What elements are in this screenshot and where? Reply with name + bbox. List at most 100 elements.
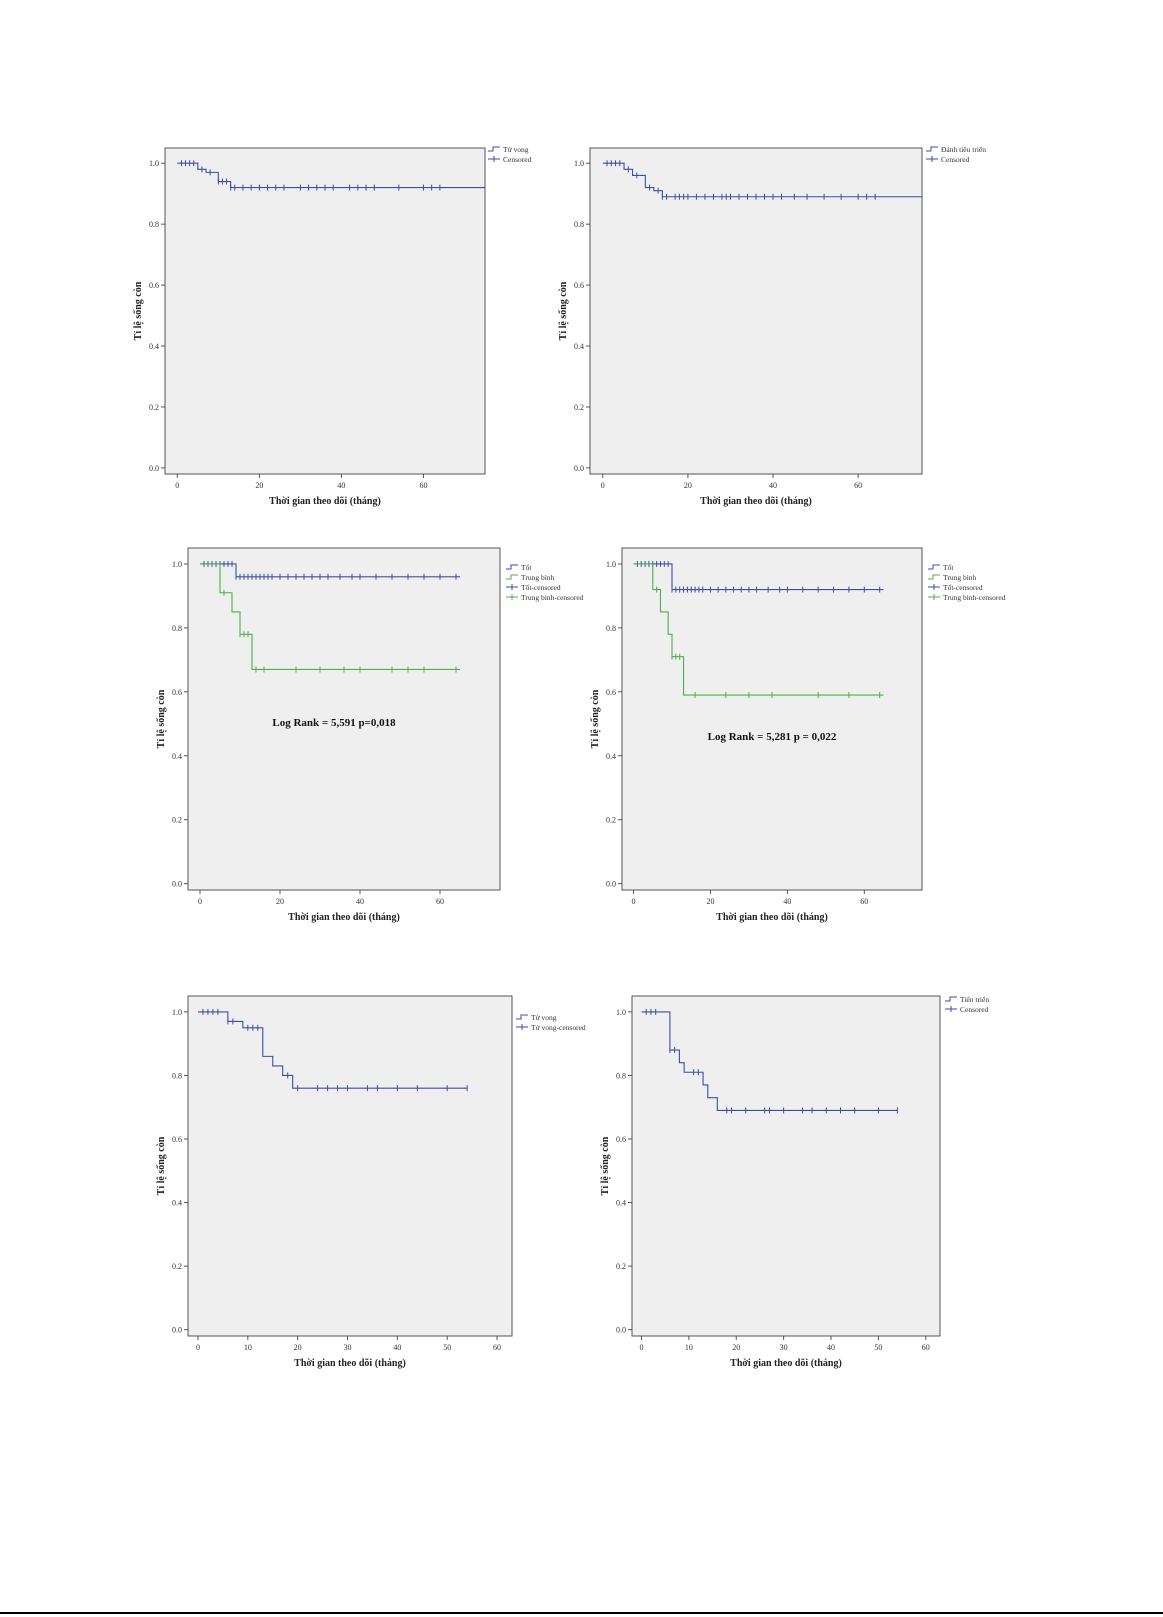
y-tick-label: 0.6: [616, 1135, 626, 1144]
x-tick-label: 20: [255, 481, 263, 490]
y-tick-label: 0.0: [172, 1326, 182, 1335]
x-axis-label: Thời gian theo dõi (tháng): [288, 912, 400, 923]
y-tick-label: 0.2: [172, 1262, 182, 1271]
legend-label: Tử vong: [503, 145, 529, 154]
x-tick-label: 20: [294, 1343, 302, 1352]
y-tick-label: 1.0: [149, 159, 159, 168]
y-tick-label: 0.2: [616, 1262, 626, 1271]
y-tick-label: 1.0: [172, 560, 182, 569]
page-bottom-rule: [0, 1612, 1163, 1614]
y-tick-label: 1.0: [606, 560, 616, 569]
x-tick-label: 40: [356, 897, 364, 906]
y-tick-label: 0.2: [574, 403, 584, 412]
x-tick-label: 20: [684, 481, 692, 490]
y-tick-label: 1.0: [172, 1008, 182, 1017]
survival-curve-2: [633, 563, 884, 696]
x-tick-label: 60: [436, 897, 444, 906]
y-tick-label: 0.6: [172, 1135, 182, 1144]
x-tick-label: 0: [196, 1343, 200, 1352]
y-tick-label: 1.0: [616, 1008, 626, 1017]
legend-label: Tử vong: [531, 1013, 557, 1022]
legend-label: Tốt-censored: [521, 583, 561, 592]
x-tick-label: 60: [860, 897, 868, 906]
legend-swatch: [506, 574, 518, 580]
x-tick-label: 30: [344, 1343, 352, 1352]
legend-label: Tử vong-censored: [531, 1023, 586, 1032]
x-axis-label: Thời gian theo dõi (tháng): [730, 1358, 842, 1369]
y-tick-label: 0.0: [172, 880, 182, 889]
legend-label: Tốt: [521, 563, 532, 572]
y-tick-label: 0.2: [172, 816, 182, 825]
y-tick-label: 0.4: [149, 342, 159, 351]
plot-area: [187, 995, 513, 1337]
x-tick-label: 40: [337, 481, 345, 490]
y-tick-label: 0.0: [574, 464, 584, 473]
x-tick-label: 0: [175, 481, 179, 490]
y-tick-label: 0.4: [172, 752, 182, 761]
y-tick-label: 0.8: [172, 624, 182, 633]
y-tick-label: 0.8: [606, 624, 616, 633]
x-axis-label: Thời gian theo dõi (tháng): [294, 1358, 406, 1369]
y-tick-label: 0.8: [616, 1071, 626, 1080]
survival-curve-1: [602, 162, 922, 198]
legend-swatch: [516, 1014, 528, 1020]
x-tick-label: 0: [639, 1343, 643, 1352]
x-tick-label: 20: [732, 1343, 740, 1352]
plot-area: [164, 147, 486, 475]
legend-label: Tốt: [943, 563, 954, 572]
legend-label: Trung bình: [521, 573, 555, 582]
survival-curve-1: [197, 1011, 468, 1089]
legend-swatch: [928, 574, 940, 580]
y-tick-label: 0.6: [574, 281, 584, 290]
log-rank-annotation: Log Rank = 5,281 p = 0,022: [708, 731, 837, 743]
chart-3: 0.0 0.2 0.4 0.6 0.8 1.0 0 20 40 60 Thời gian theo …: [156, 547, 584, 923]
y-tick-label: 0.8: [172, 1071, 182, 1080]
y-axis-label: Tỉ lệ sống còn: [156, 1136, 167, 1195]
survival-curve-2: [200, 563, 460, 671]
y-tick-label: 0.2: [606, 816, 616, 825]
y-tick-label: 0.2: [149, 403, 159, 412]
y-tick-label: 0.0: [616, 1326, 626, 1335]
x-tick-label: 50: [443, 1343, 451, 1352]
x-tick-label: 40: [393, 1343, 401, 1352]
legend-label: Trung bình: [943, 573, 977, 582]
y-tick-label: 0.6: [149, 281, 159, 290]
legend-swatch: [945, 996, 957, 1002]
y-axis-label: Tỉ lệ sống còn: [133, 281, 144, 340]
legend-label: Censored: [960, 1005, 989, 1014]
legend-swatch: [506, 564, 518, 570]
log-rank-annotation: Log Rank = 5,591 p=0,018: [272, 717, 396, 729]
chart-5: 0.0 0.2 0.4 0.6 0.8 1.0 0 10 20 30 40 50 60 Thời gian…: [156, 995, 586, 1369]
legend-label: Censored: [941, 155, 970, 164]
x-tick-label: 40: [769, 481, 777, 490]
plot-area: [187, 547, 501, 891]
x-axis-label: Thời gian theo dõi (tháng): [716, 912, 828, 923]
x-tick-label: 10: [685, 1343, 693, 1352]
legend-swatch: [488, 146, 500, 152]
x-tick-label: 20: [276, 897, 284, 906]
y-tick-label: 0.6: [606, 688, 616, 697]
x-axis-label: Thời gian theo dõi (tháng): [700, 496, 812, 507]
y-axis-label: Tỉ lệ sống còn: [558, 281, 569, 340]
y-tick-label: 0.0: [149, 464, 159, 473]
x-tick-label: 10: [244, 1343, 252, 1352]
x-tick-label: 50: [874, 1343, 882, 1352]
x-tick-label: 60: [922, 1343, 930, 1352]
survival-curve-1: [177, 162, 485, 189]
x-tick-label: 60: [854, 481, 862, 490]
x-tick-label: 40: [827, 1343, 835, 1352]
legend-label: Tốt-censored: [943, 583, 983, 592]
y-tick-label: 0.8: [149, 220, 159, 229]
x-tick-label: 60: [493, 1343, 501, 1352]
legend-label: Đánh tiêu triển: [941, 145, 986, 154]
legend-label: Trung bình-censored: [943, 593, 1006, 602]
x-tick-label: 0: [601, 481, 605, 490]
x-tick-label: 40: [783, 897, 791, 906]
legend-label: Trung bình-censored: [521, 593, 584, 602]
x-tick-label: 0: [198, 897, 202, 906]
legend-swatch: [928, 564, 940, 570]
x-tick-label: 0: [632, 897, 636, 906]
chart-6: 0.0 0.2 0.4 0.6 0.8 1.0 0 10 20 30 40 50 60 Thời gian…: [600, 995, 989, 1369]
legend-label: Tiến triển: [960, 995, 989, 1004]
plot-area: [589, 147, 923, 475]
